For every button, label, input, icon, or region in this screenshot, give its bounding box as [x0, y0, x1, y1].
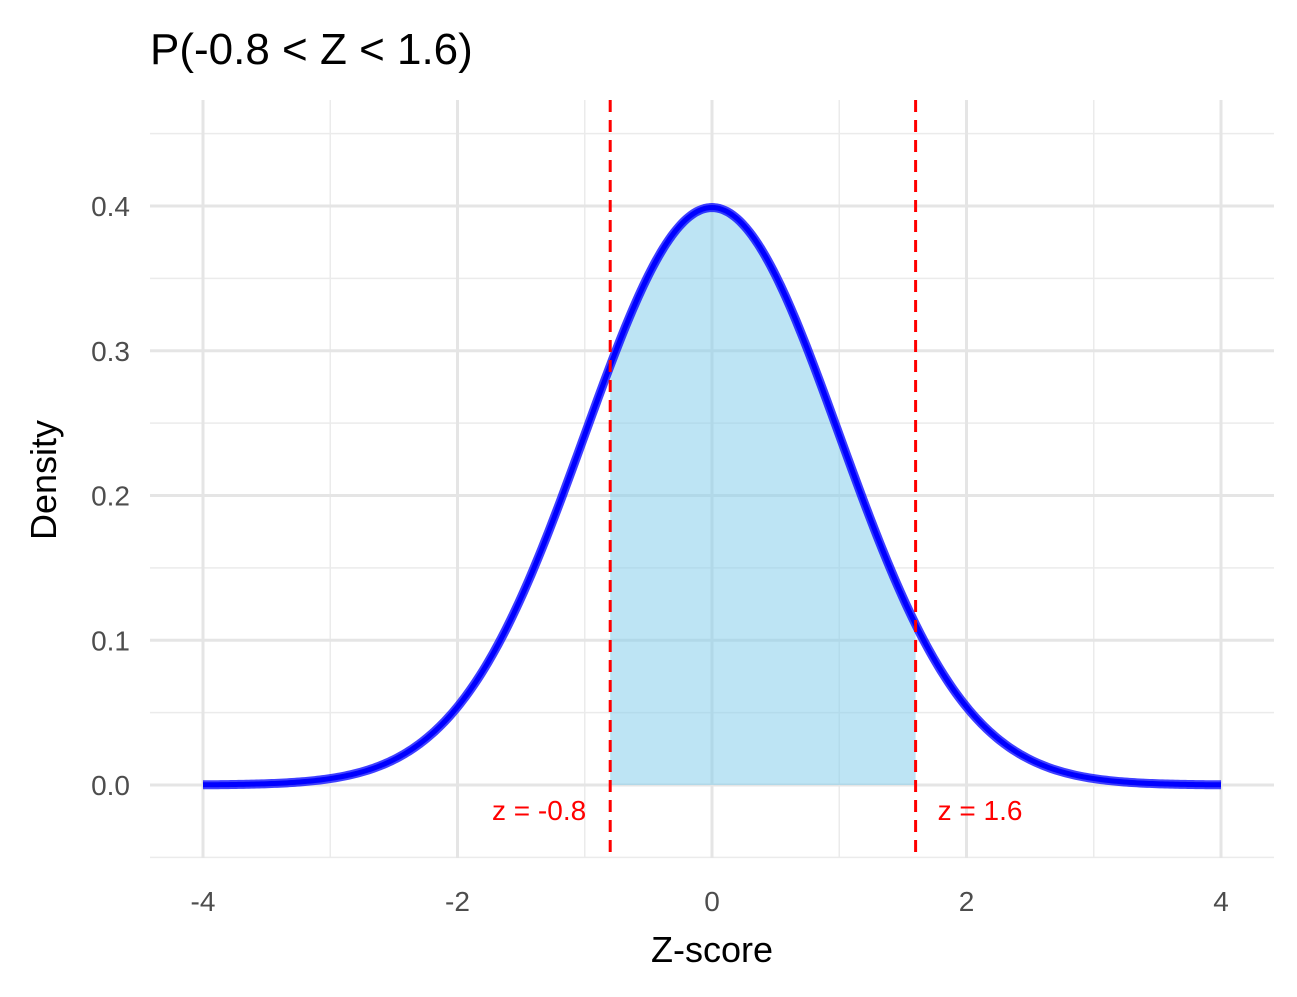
chart-title: P(-0.8 < Z < 1.6)	[150, 25, 473, 74]
y-tick-label: 0.2	[91, 481, 130, 512]
x-tick-label: -4	[191, 886, 216, 917]
x-tick-label: 4	[1213, 886, 1229, 917]
x-axis-ticks: -4 -2 0 2 4	[191, 886, 1229, 917]
reference-lines	[608, 100, 918, 858]
density-curve-core	[202, 205, 1222, 788]
y-tick-label: 0.0	[91, 770, 130, 801]
probability-area	[610, 207, 916, 786]
x-tick-label: 0	[704, 886, 720, 917]
y-axis-ticks: 0.0 0.1 0.2 0.3 0.4	[91, 191, 130, 801]
annotation-label-1: z = 1.6	[938, 795, 1023, 826]
x-axis-title: Z-score	[651, 929, 773, 970]
shaded-area	[610, 207, 916, 786]
y-tick-label: 0.3	[91, 336, 130, 367]
y-tick-label: 0.4	[91, 191, 130, 222]
annotation-label-0: z = -0.8	[492, 795, 586, 826]
y-axis-title: Density	[23, 420, 64, 540]
density-curve	[201, 203, 1223, 790]
x-tick-label: -2	[445, 886, 470, 917]
x-tick-label: 2	[959, 886, 975, 917]
annotations: z = -0.8 z = 1.6	[492, 795, 1022, 826]
y-tick-label: 0.1	[91, 625, 130, 656]
